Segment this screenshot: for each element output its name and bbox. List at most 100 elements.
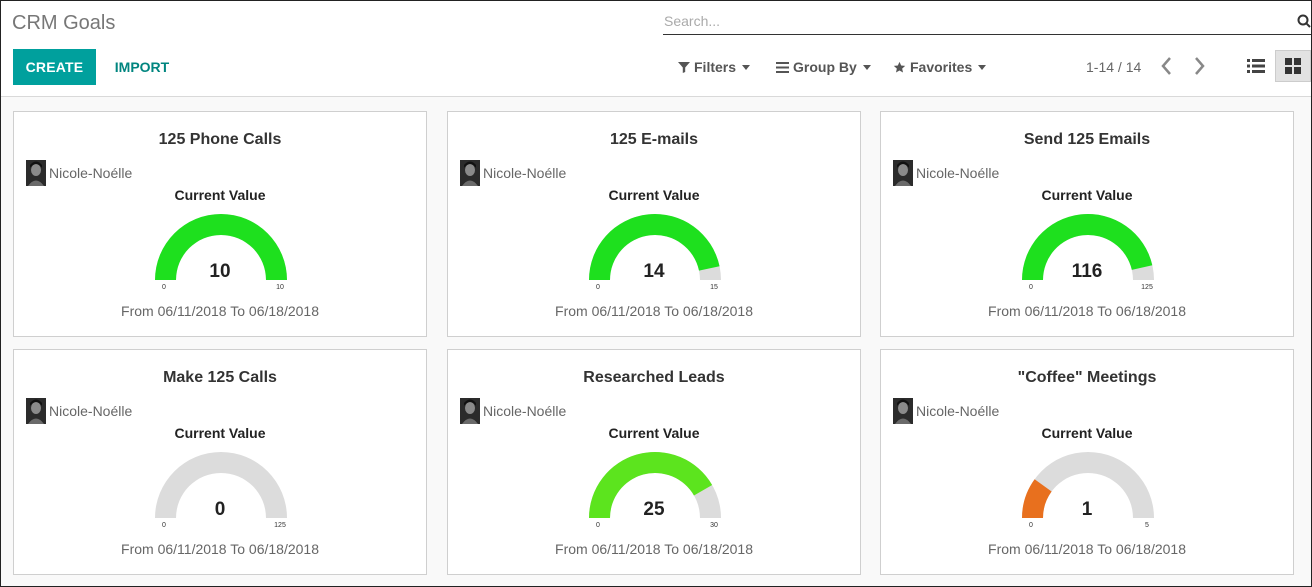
goal-owner: Nicole-Noélle: [26, 160, 132, 186]
gauge-value: 14: [643, 261, 665, 282]
goal-date-range: From 06/11/2018 To 06/18/2018: [121, 303, 319, 319]
goal-title: 125 E-mails: [609, 131, 699, 148]
search-bar[interactable]: [663, 10, 1311, 35]
kanban-view-button[interactable]: [1275, 50, 1311, 82]
owner-name: Nicole-Noélle: [49, 403, 133, 419]
gauge-fill: [589, 452, 713, 518]
kanban-icon: [1285, 58, 1301, 74]
avatar: [893, 398, 913, 424]
gauge-label: Current Value: [174, 187, 266, 203]
goal-card[interactable]: 125 E-mails Nicole-Noélle Current Value …: [447, 111, 861, 337]
avatar: [26, 160, 46, 186]
goal-title: "Coffee" Meetings: [1017, 369, 1157, 386]
goal-date-range: From 06/11/2018 To 06/18/2018: [988, 541, 1186, 557]
pager-next-icon[interactable]: [1191, 56, 1207, 76]
owner-name: Nicole-Noélle: [483, 165, 567, 181]
gauge-value: 1: [1081, 499, 1093, 520]
gauge-min: 0: [596, 522, 600, 529]
owner-name: Nicole-Noélle: [916, 165, 1000, 181]
owner-name: Nicole-Noélle: [483, 403, 567, 419]
gauge-max: 125: [1141, 284, 1153, 291]
goal-date-range: From 06/11/2018 To 06/18/2018: [988, 303, 1186, 319]
gauge-value: 116: [1071, 261, 1103, 282]
goal-card[interactable]: "Coffee" Meetings Nicole-Noélle Current …: [880, 349, 1294, 575]
gauge-fill: [1022, 213, 1153, 280]
goal-date-range: From 06/11/2018 To 06/18/2018: [555, 541, 753, 557]
goal-owner: Nicole-Noélle: [893, 160, 999, 186]
progress-gauge: [155, 214, 287, 280]
goal-title: Researched Leads: [583, 369, 725, 386]
create-button[interactable]: CREATE: [13, 49, 96, 85]
gauge-fill: [589, 213, 720, 280]
gauge-max: 30: [710, 522, 718, 529]
progress-gauge: [589, 213, 721, 280]
goal-title: 125 Phone Calls: [158, 131, 282, 148]
import-button[interactable]: IMPORT: [105, 49, 179, 85]
avatar: [460, 160, 480, 186]
gauge-max: 5: [1145, 522, 1149, 529]
gauge-min: 0: [162, 284, 166, 291]
group-by-dropdown[interactable]: Group By: [776, 57, 871, 77]
filter-icon: [678, 62, 690, 73]
goal-title: Send 125 Emails: [1023, 131, 1151, 148]
gauge-min: 0: [162, 522, 166, 529]
goal-date-range: From 06/11/2018 To 06/18/2018: [555, 303, 753, 319]
avatar: [893, 160, 913, 186]
goal-card[interactable]: 125 Phone Calls Nicole-Noélle Current Va…: [13, 111, 427, 337]
progress-gauge: [589, 452, 721, 518]
progress-gauge: [1022, 213, 1154, 280]
owner-name: Nicole-Noélle: [916, 403, 1000, 419]
group-by-label: Group By: [793, 59, 857, 75]
progress-gauge: [1022, 452, 1154, 518]
gauge-fill: [1022, 479, 1052, 518]
gauge-fill: [155, 214, 287, 280]
gauge-track: [155, 452, 287, 518]
favorites-label: Favorites: [910, 59, 973, 75]
goal-owner: Nicole-Noélle: [460, 398, 566, 424]
page-title: CRM Goals: [12, 12, 116, 34]
chevron-down-icon: [862, 64, 871, 70]
filters-dropdown[interactable]: Filters: [678, 57, 751, 77]
list-view-button[interactable]: [1238, 50, 1274, 82]
avatar: [26, 398, 46, 424]
gauge-label: Current Value: [608, 187, 700, 203]
goal-card[interactable]: Send 125 Emails Nicole-Noélle Current Va…: [880, 111, 1294, 337]
gauge-track: [1022, 452, 1154, 518]
avatar: [460, 398, 480, 424]
gauge-label: Current Value: [1041, 187, 1133, 203]
gauge-label: Current Value: [1041, 425, 1133, 441]
search-icon[interactable]: [1297, 14, 1311, 33]
goal-title: Make 125 Calls: [163, 369, 277, 386]
pager-value[interactable]: 1-14 / 14: [1086, 59, 1142, 75]
gauge-max: 15: [710, 284, 718, 291]
gauge-max: 125: [274, 522, 286, 529]
chevron-down-icon: [742, 64, 751, 70]
star-icon: [893, 61, 906, 73]
filters-label: Filters: [694, 59, 737, 75]
chevron-down-icon: [978, 64, 987, 70]
gauge-min: 0: [596, 284, 600, 291]
goal-owner: Nicole-Noélle: [893, 398, 999, 424]
owner-name: Nicole-Noélle: [49, 165, 133, 181]
gauge-value: 0: [214, 499, 226, 520]
progress-gauge: [155, 452, 287, 518]
gauge-label: Current Value: [174, 425, 266, 441]
goal-date-range: From 06/11/2018 To 06/18/2018: [121, 541, 319, 557]
list-icon: [1247, 59, 1265, 73]
favorites-dropdown[interactable]: Favorites: [893, 57, 987, 77]
bars-icon: [776, 61, 789, 73]
goal-owner: Nicole-Noélle: [26, 398, 132, 424]
header-divider: [1, 96, 1311, 97]
goal-card[interactable]: Researched Leads Nicole-Noélle Current V…: [447, 349, 861, 575]
gauge-label: Current Value: [608, 425, 700, 441]
pager-previous-icon[interactable]: [1159, 56, 1175, 76]
gauge-value: 10: [209, 261, 231, 282]
gauge-min: 0: [1029, 522, 1033, 529]
gauge-max: 10: [276, 284, 284, 291]
gauge-value: 25: [643, 499, 665, 520]
goal-owner: Nicole-Noélle: [460, 160, 566, 186]
gauge-min: 0: [1029, 284, 1033, 291]
goal-card[interactable]: Make 125 Calls Nicole-Noélle Current Val…: [13, 349, 427, 575]
search-input[interactable]: [663, 10, 1284, 29]
